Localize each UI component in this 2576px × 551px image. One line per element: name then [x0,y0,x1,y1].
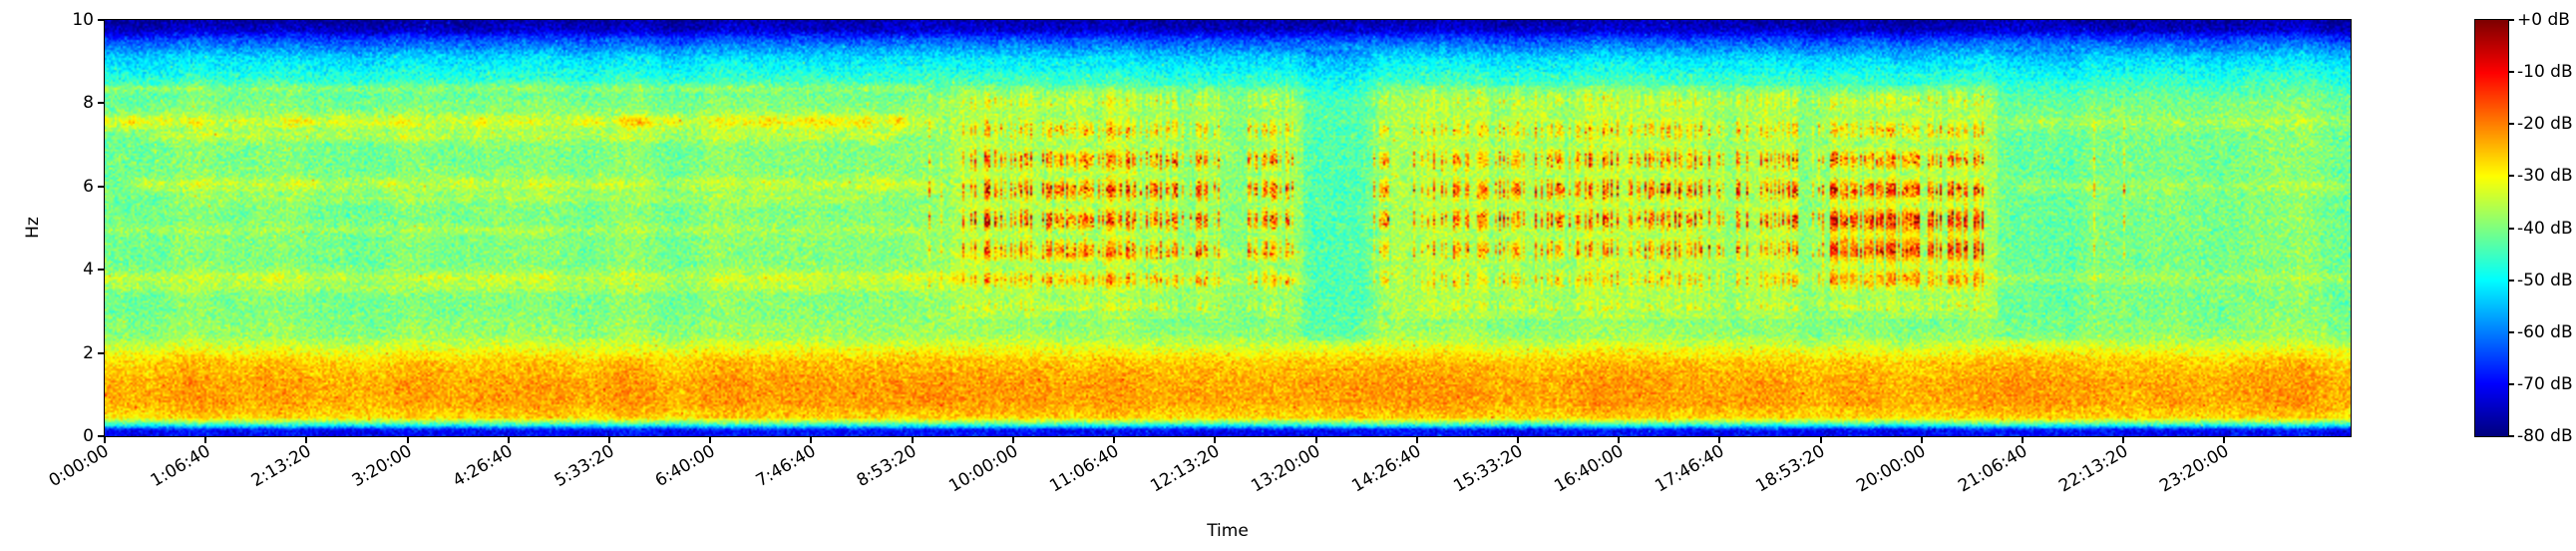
y-tick-label: 2 [83,342,94,363]
y-axis-label: Hz [23,217,43,239]
y-tick-mark [98,435,105,437]
x-tick-mark [608,436,611,443]
x-tick-mark [911,436,914,443]
x-tick-mark [1718,436,1721,443]
x-tick-label: 20:00:00 [1853,441,1930,497]
colorbar-tick-mark [2508,330,2514,333]
x-tick-label: 0:00:00 [46,441,113,492]
x-tick-label: 8:53:20 [853,441,920,492]
colorbar-tick-label: -20 dB [2517,114,2573,135]
colorbar-tick-label: -50 dB [2517,270,2573,290]
x-tick-mark [1011,436,1014,443]
colorbar-tick-label: -30 dB [2517,166,2573,187]
x-tick-mark [1415,436,1418,443]
colorbar-tick-label: -80 dB [2517,426,2573,446]
colorbar-tick-mark [2508,435,2514,437]
x-tick-label: 21:06:40 [1954,441,2031,497]
colorbar-tick-label: -70 dB [2517,373,2573,394]
x-tick-mark [2122,436,2125,443]
x-tick-mark [507,436,510,443]
x-tick-label: 23:20:00 [2156,441,2233,497]
colorbar-tick-label: -10 dB [2517,62,2573,83]
x-tick-label: 6:40:00 [651,441,719,492]
x-tick-label: 3:20:00 [348,441,416,492]
colorbar-tick-mark [2508,227,2514,230]
x-tick-label: 22:13:20 [2055,441,2132,497]
x-tick-label: 2:13:20 [247,441,315,492]
y-tick-label: 0 [83,426,94,446]
x-tick-mark [1819,436,1822,443]
x-tick-mark [810,436,813,443]
x-tick-mark [709,436,712,443]
colorbar-tick-mark [2508,71,2514,74]
y-tick-label: 10 [72,10,94,30]
colorbar-tick-label: -60 dB [2517,321,2573,342]
x-tick-mark [2022,436,2024,443]
x-tick-mark [1314,436,1317,443]
colorbar-tick-mark [2508,175,2514,178]
y-tick-label: 6 [83,176,94,197]
x-tick-label: 13:20:00 [1248,441,1324,497]
colorbar-tick-mark [2508,123,2514,126]
colorbar-tick-mark [2508,278,2514,281]
x-tick-mark [2223,436,2226,443]
y-tick-mark [98,19,105,21]
x-tick-mark [305,436,308,443]
x-tick-label: 10:00:00 [944,441,1021,497]
x-tick-mark [1214,436,1217,443]
x-tick-mark [1113,436,1116,443]
x-tick-label: 11:06:40 [1046,441,1123,497]
x-tick-label: 16:40:00 [1551,441,1628,497]
x-tick-label: 5:33:20 [551,441,618,492]
spectrogram-plot [104,19,2352,437]
x-tick-mark [204,436,207,443]
y-tick-mark [98,351,105,354]
x-tick-mark [1618,436,1621,443]
y-tick-label: 8 [83,93,94,114]
y-tick-mark [98,269,105,272]
colorbar-tick-mark [2508,19,2514,21]
colorbar-tick-label: +0 dB [2517,10,2570,30]
colorbar-tick-label: -40 dB [2517,218,2573,239]
y-tick-mark [98,185,105,188]
x-tick-label: 1:06:40 [147,441,214,492]
x-axis-label: Time [1207,521,1249,541]
colorbar-tick-mark [2508,382,2514,385]
x-tick-mark [104,436,106,443]
x-tick-label: 15:33:20 [1449,441,1526,497]
y-tick-mark [98,102,105,105]
x-tick-label: 12:13:20 [1147,441,1224,497]
x-tick-mark [1516,436,1519,443]
x-tick-mark [406,436,409,443]
x-tick-label: 17:46:40 [1652,441,1728,497]
y-tick-label: 4 [83,260,94,280]
x-tick-label: 18:53:20 [1752,441,1829,497]
x-tick-mark [1920,436,1923,443]
colorbar [2474,19,2509,437]
x-tick-label: 14:26:40 [1348,441,1425,497]
x-tick-label: 7:46:40 [752,441,820,492]
x-tick-label: 4:26:40 [450,441,517,492]
